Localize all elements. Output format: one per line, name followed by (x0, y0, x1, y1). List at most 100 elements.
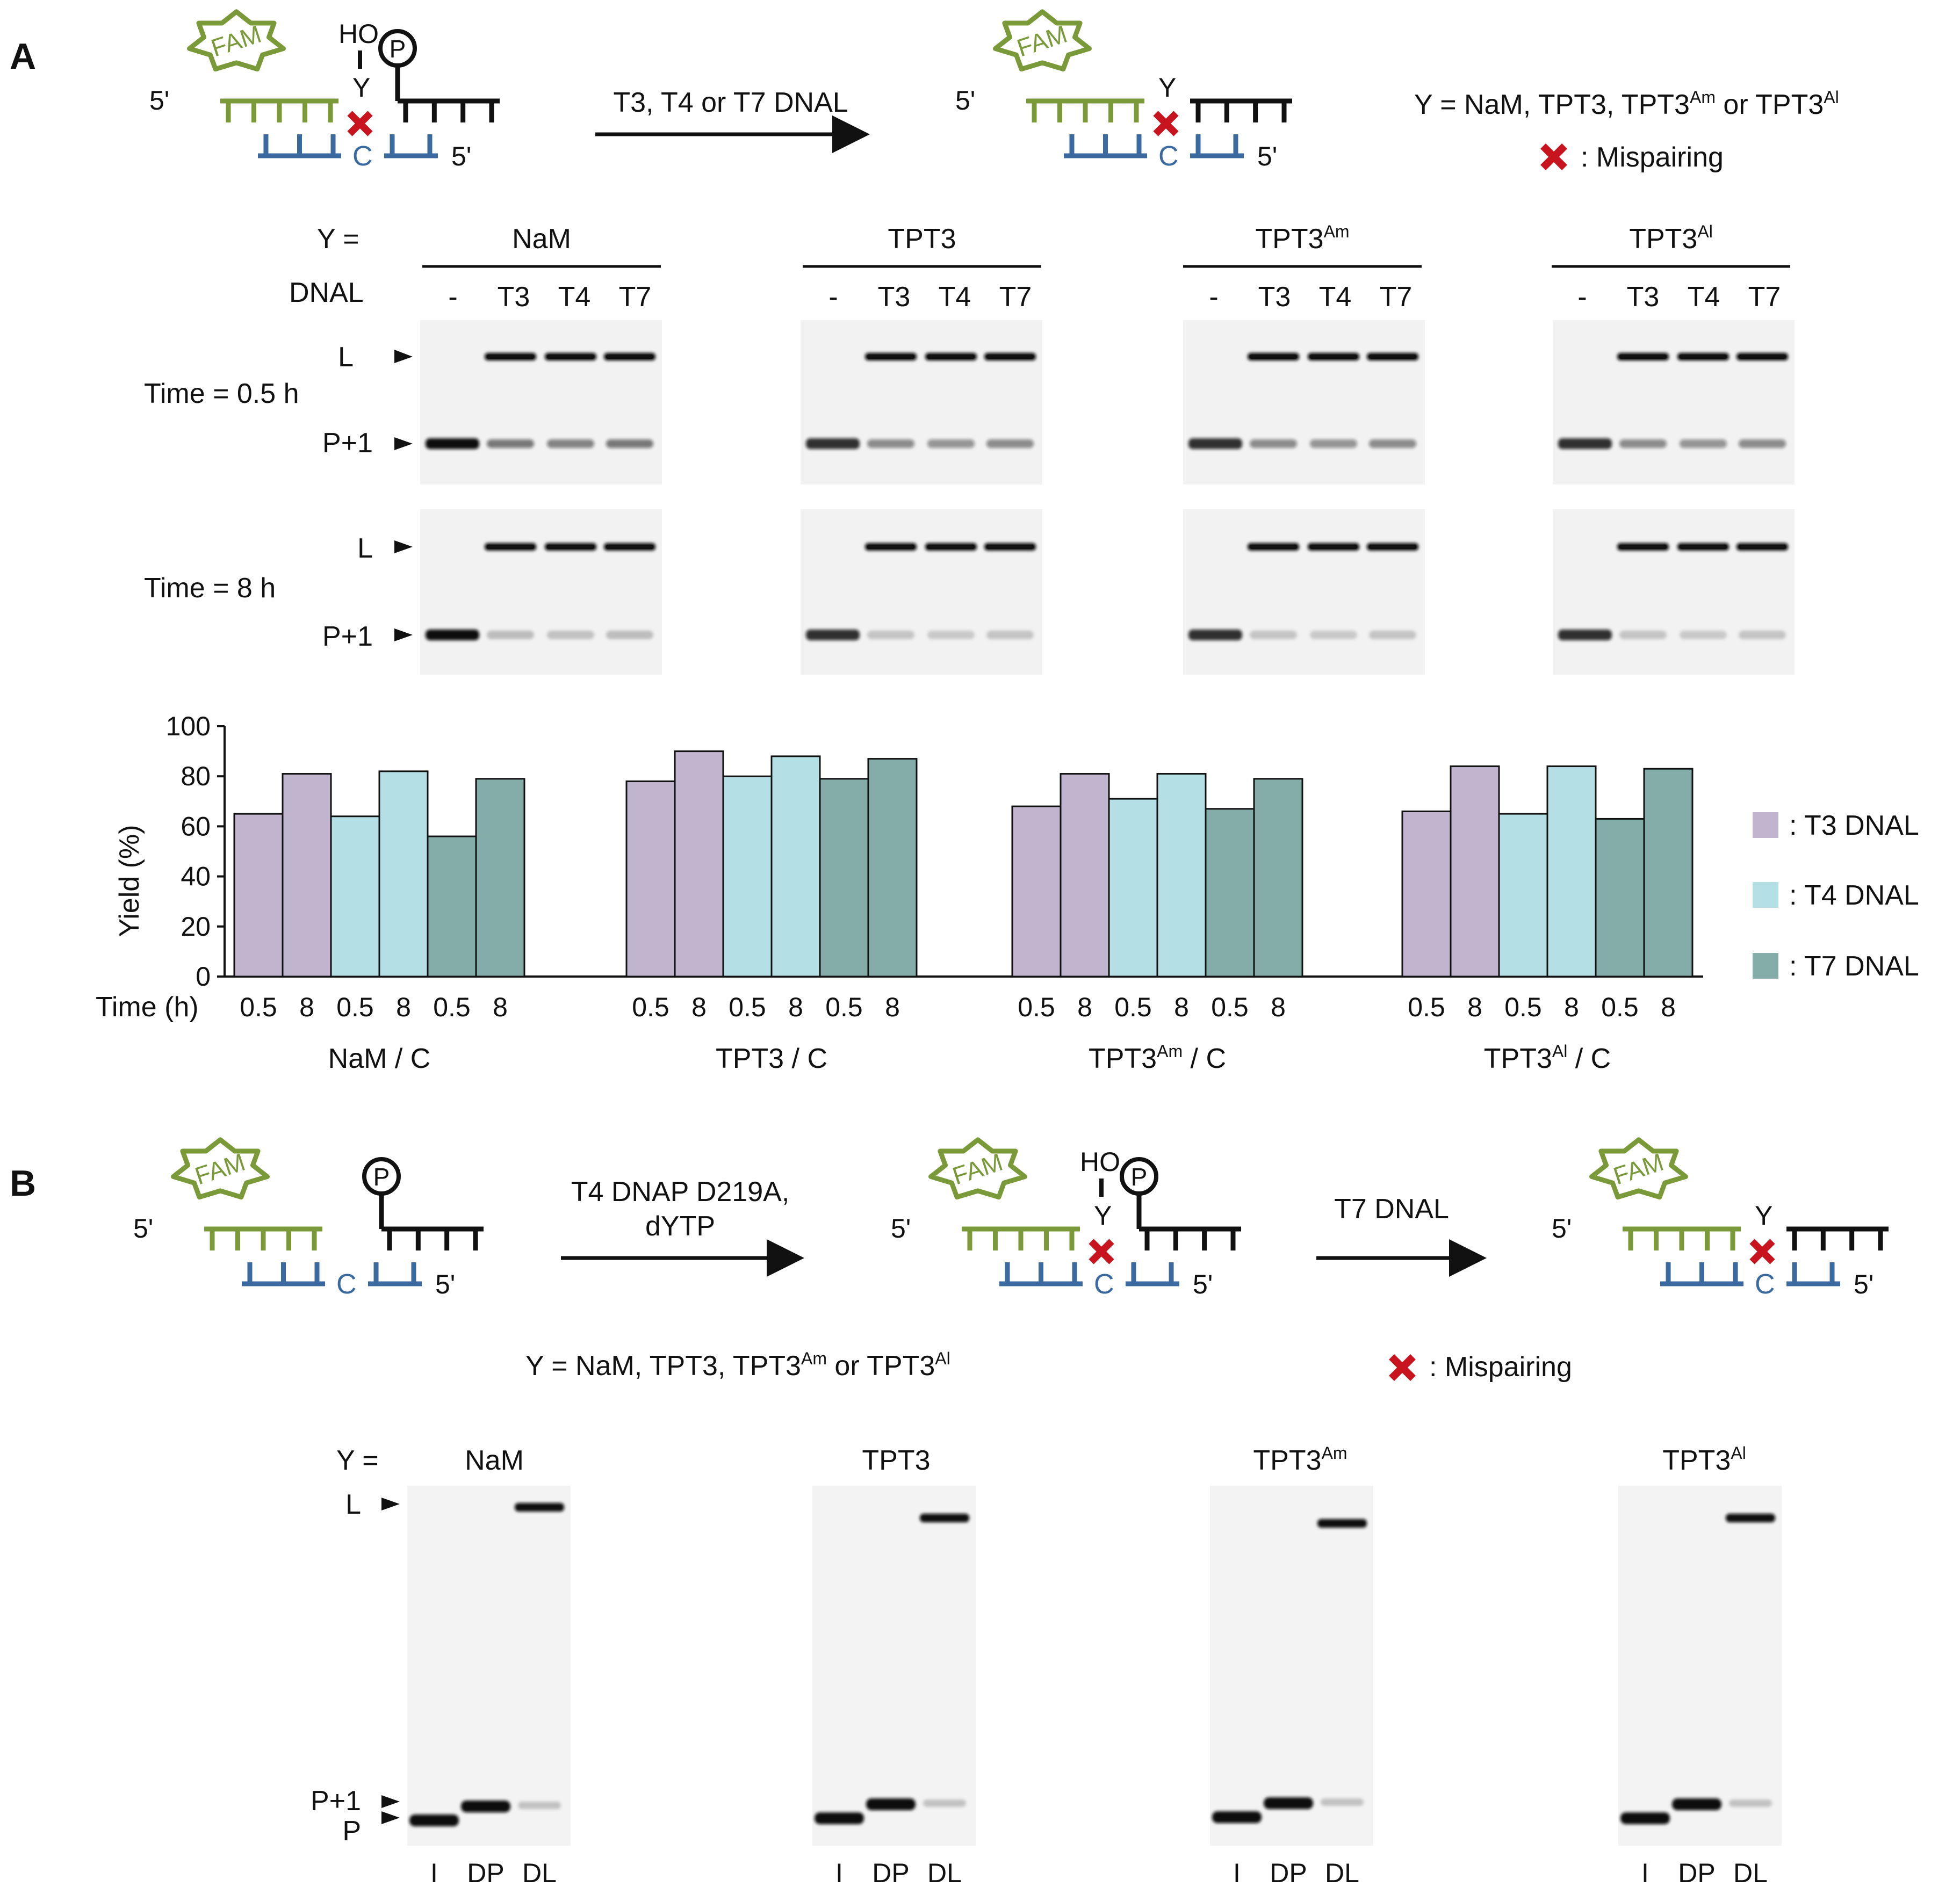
gel-b-lane-label: I (1641, 1858, 1649, 1888)
gel-band-ligated (606, 355, 653, 359)
gel-band-ligated (606, 545, 653, 549)
gel-group-label: TPT3Al (1629, 222, 1713, 255)
gel-b-image (1618, 1486, 1782, 1846)
gel-band-primer (1619, 439, 1667, 448)
band-label-l-row2: L (357, 533, 373, 564)
panel-a-letter: A (10, 36, 36, 77)
chart-x-tick-label: 8 (299, 992, 314, 1022)
gel-b-band-ligated (1726, 1514, 1775, 1522)
hydroxyl-label: HO (1080, 1147, 1120, 1177)
chart-legend: : T3 DNAL : T4 DNAL : T7 DNAL (1753, 810, 1919, 982)
legend-label-t7: : T7 DNAL (1789, 951, 1919, 982)
chart-x-tick-label: 8 (788, 992, 803, 1022)
mispairing-legend-label: : Mispairing (1581, 142, 1724, 173)
five-prime-label: 5' (451, 141, 471, 171)
gel-lane-label: T3 (878, 281, 911, 313)
gel-b-band-ligated (1317, 1519, 1367, 1528)
gel-band-ligated (986, 355, 1034, 359)
band-arrows-b (381, 1498, 400, 1824)
gel-lane-label: T7 (999, 281, 1032, 313)
gel-b-group-label: NaM (465, 1445, 524, 1476)
chart-bar (867, 758, 918, 978)
chart-x-tick-label: 0.5 (1114, 992, 1152, 1022)
gel-band-ligated (1619, 545, 1667, 549)
chart-bar (625, 780, 676, 978)
mispair-mark-icon (1089, 1239, 1114, 1264)
chart-x-tick-label: 8 (691, 992, 707, 1022)
gel-band-primer (1680, 631, 1727, 639)
gel-lane-label: T4 (1688, 281, 1720, 313)
chart-bar (1011, 805, 1062, 978)
gel-lane-label: - (828, 281, 838, 313)
chart-x-tick-label: 0.5 (1601, 992, 1639, 1022)
gel-group-label: TPT3Am (1255, 222, 1349, 255)
gel-band-primer (1369, 439, 1416, 448)
gel-b-band-p (1212, 1811, 1262, 1823)
chart-group-label: TPT3 / C (716, 1043, 827, 1074)
gel-b-lane-label: I (430, 1858, 438, 1888)
five-prime-label: 5' (1854, 1269, 1873, 1299)
mispairing-legend-label-b: : Mispairing (1429, 1351, 1572, 1383)
chart-x-tick-label: 8 (493, 992, 508, 1022)
legend-label-t4: : T4 DNAL (1789, 880, 1919, 911)
panel-b-letter: B (10, 1163, 36, 1204)
gel-b-header: NaM TPT3 TPT3Am TPT3Al (465, 1443, 1746, 1476)
gel-b-lane-label: DP (872, 1858, 909, 1888)
gel-lane-label: T4 (939, 281, 971, 313)
gel-lane-label: T7 (1380, 281, 1413, 313)
gel-band-primer (1188, 630, 1242, 640)
gel-image (420, 509, 662, 675)
gel-b-band-p1 (1672, 1798, 1721, 1810)
gel-lane-label: T3 (1258, 281, 1291, 313)
gel-b-band-residual (518, 1802, 561, 1809)
gel-image (1183, 509, 1425, 675)
y-definition-b: Y = NaM, TPT3, TPT3Am or TPT3Al (525, 1349, 950, 1382)
reaction-arrow-label: T3, T4 or T7 DNAL (613, 87, 848, 118)
five-prime-label: 5' (1193, 1269, 1213, 1299)
gel-band-ligated (487, 545, 534, 549)
y-nucleotide-label: Y (1094, 1201, 1112, 1231)
fam-label: FAM (1610, 1148, 1667, 1190)
gel-b-band-p (1620, 1812, 1670, 1824)
five-prime-label: 5' (435, 1269, 455, 1299)
chart-bar (233, 813, 284, 978)
hydroxyl-label: HO (338, 19, 379, 49)
gel-band-primer (1558, 630, 1612, 640)
gel-b-lane-label: DL (522, 1858, 557, 1888)
gel-b-band-p (815, 1812, 864, 1824)
gel-dnal-label: DNAL (289, 277, 364, 308)
gel-band-primer (1310, 631, 1357, 639)
gel-band-ligated (547, 355, 594, 359)
fam-fluorophore-icon (171, 1137, 270, 1200)
chart-bar (378, 770, 429, 978)
gel-b-lane-label: DL (1733, 1858, 1768, 1888)
chart-ylabel: Yield (%) (114, 825, 145, 937)
gel-band-primer (487, 631, 534, 639)
chart-y-tick-label: 40 (181, 862, 211, 892)
template-c-label: C (352, 141, 373, 172)
chart-bar (330, 815, 380, 978)
template-c-label: C (336, 1269, 357, 1300)
panel-b-scheme: 5' FAM C 5' P 5' FAM C 5' Y HO P 5' FAM C 5' Y (133, 1137, 1889, 1300)
chart-x-tick-label: 0.5 (1504, 992, 1542, 1022)
chart-bar (282, 773, 332, 978)
gel-b-lane-label: DP (467, 1858, 504, 1888)
chart-x-tick-label: 0.5 (825, 992, 863, 1022)
mispairing-icon-b (1389, 1354, 1416, 1381)
five-prime-label: 5' (955, 85, 975, 115)
gel-b-lane-label: DP (1678, 1858, 1715, 1888)
chart-bar (770, 755, 821, 978)
gel-band-primer (806, 438, 860, 449)
gel-band-primer (1250, 439, 1297, 448)
gel-b-band-ligated (515, 1503, 564, 1512)
gel-band-primer (1558, 438, 1612, 449)
band-arrows-a (394, 350, 413, 641)
gel-band-ligated (1680, 545, 1727, 549)
band-label-p1-row1: P+1 (322, 428, 373, 459)
gel-band-primer (487, 439, 534, 448)
gel-b-image (407, 1486, 571, 1846)
gel-band-ligated (1680, 355, 1727, 359)
five-prime-label: 5' (891, 1213, 911, 1244)
gel-b-band-p1 (461, 1801, 510, 1812)
mispairing-icon (1540, 143, 1567, 170)
